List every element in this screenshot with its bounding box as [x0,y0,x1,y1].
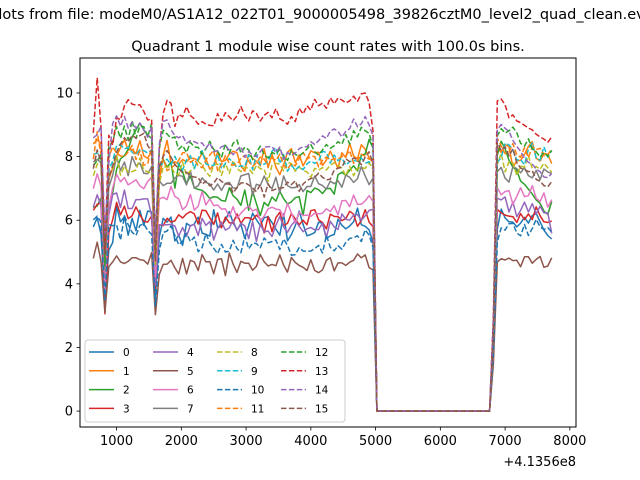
legend-label-7: 7 [187,403,194,415]
y-tick-label: 6 [65,214,73,229]
legend-label-9: 9 [251,366,258,378]
x-tick-label: 4000 [294,434,327,449]
legend-label-14: 14 [315,385,329,397]
legend-label-10: 10 [251,385,264,397]
series-line-10 [92,215,553,412]
x-tick-label: 3000 [230,434,263,449]
legend-label-4: 4 [187,347,194,359]
legend-label-15: 15 [315,403,328,415]
legend-label-0: 0 [123,347,130,359]
series-line-8 [92,152,553,412]
x-offset-label: +4.1356e8 [503,455,576,470]
y-tick-label: 10 [56,86,73,101]
x-axis: 1000 2000 3000 4000 5000 6000 7000 8000 [100,427,586,449]
x-tick-label: 5000 [359,434,392,449]
y-axis: 0 2 4 6 8 10 [56,86,80,420]
legend-label-6: 6 [187,385,194,397]
x-tick-label: 1000 [100,434,133,449]
chart-title: Quadrant 1 module wise count rates with … [131,39,525,55]
x-tick-label: 8000 [553,434,586,449]
figure-suptitle: Plots from file: modeM0/AS1A12_022T01_90… [0,7,640,23]
plot-area [92,76,553,412]
legend-label-2: 2 [123,385,130,397]
legend-label-3: 3 [123,403,130,415]
y-tick-label: 4 [65,277,73,292]
legend-label-11: 11 [251,403,264,415]
legend-frame [84,339,346,423]
x-tick-label: 2000 [165,434,198,449]
y-tick-label: 0 [65,405,73,420]
legend-label-5: 5 [187,366,194,378]
axes-frame [79,57,577,428]
y-tick-label: 8 [65,150,73,165]
legend-label-1: 1 [123,366,130,378]
series-line-14 [92,115,553,412]
x-tick-label: 7000 [489,434,522,449]
series-line-15 [92,132,553,412]
y-tick-label: 2 [65,341,73,356]
x-tick-label: 6000 [424,434,457,449]
legend-label-13: 13 [315,366,328,378]
legend-label-12: 12 [315,347,328,359]
legend-label-8: 8 [251,347,258,359]
